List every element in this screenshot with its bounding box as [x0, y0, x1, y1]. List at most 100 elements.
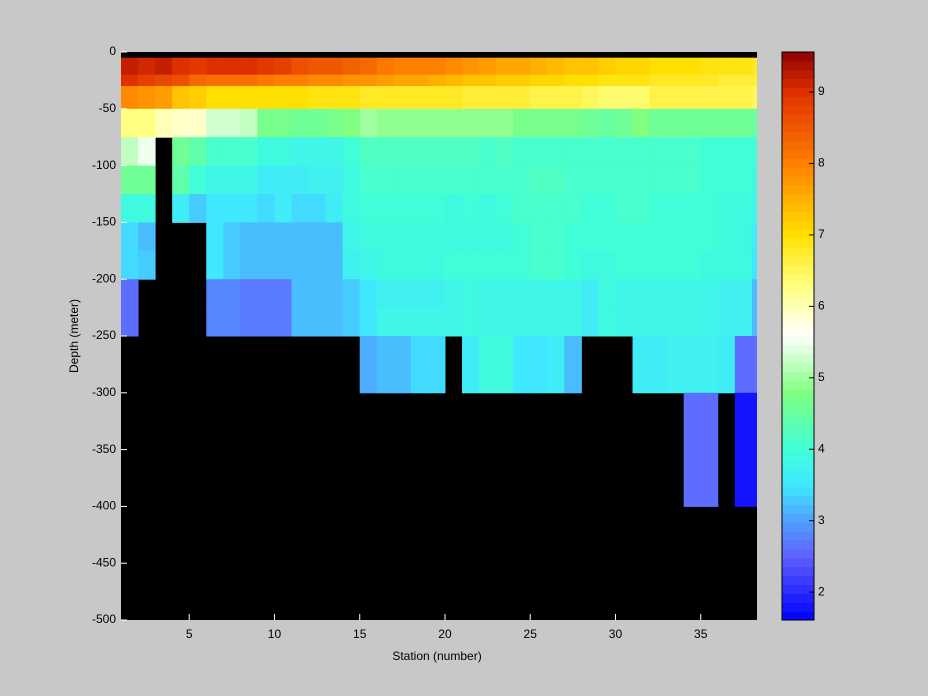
cell — [717, 86, 736, 110]
cell — [615, 137, 634, 167]
cell — [683, 336, 702, 394]
cell — [751, 250, 757, 280]
cell — [598, 108, 616, 138]
cell — [615, 194, 634, 223]
x-tick-label: 30 — [609, 627, 623, 641]
cell — [291, 279, 310, 309]
cell — [666, 86, 685, 110]
colorbar-step — [782, 407, 814, 417]
colorbar-step — [782, 211, 814, 222]
cell — [717, 307, 736, 337]
cell — [325, 307, 344, 337]
cell — [376, 279, 395, 309]
cell — [615, 307, 634, 337]
cell — [393, 165, 412, 195]
cell — [547, 279, 565, 309]
cell — [376, 108, 395, 138]
cell — [359, 222, 378, 252]
cell — [121, 137, 139, 167]
cell — [291, 74, 310, 87]
cell — [189, 86, 207, 110]
cell — [410, 222, 429, 252]
cell — [138, 250, 156, 280]
cell — [717, 108, 736, 138]
colorbar-frame — [781, 51, 815, 621]
cell — [700, 392, 719, 507]
cell — [223, 307, 241, 337]
cell — [291, 57, 310, 76]
cell — [513, 108, 531, 138]
cell — [291, 307, 310, 337]
cell — [240, 137, 258, 167]
cell — [530, 222, 548, 252]
cell — [223, 137, 241, 167]
cell — [427, 222, 446, 252]
y-tick-label: -350 — [92, 442, 116, 456]
y-tick-label: 0 — [109, 44, 116, 58]
cell — [274, 165, 293, 195]
colorbar-tick-label: 8 — [818, 156, 825, 170]
cell — [308, 57, 327, 76]
cell — [393, 57, 412, 76]
cell — [427, 194, 446, 223]
cell — [325, 108, 344, 138]
cell — [632, 307, 651, 337]
cell — [581, 165, 599, 195]
colorbar-tick-label: 9 — [818, 84, 825, 98]
cell — [615, 222, 634, 252]
cell — [462, 222, 480, 252]
colorbar-step — [782, 584, 814, 594]
cell — [206, 222, 224, 252]
cell — [155, 86, 173, 110]
cell — [359, 165, 378, 195]
cell — [632, 222, 651, 252]
cell — [479, 165, 497, 195]
cell — [632, 250, 651, 280]
cell — [496, 74, 514, 87]
cell — [223, 250, 241, 280]
cell — [427, 86, 446, 110]
cell — [427, 250, 446, 280]
cell — [649, 108, 668, 138]
colorbar-step — [782, 52, 814, 62]
cell — [223, 74, 241, 87]
cell — [410, 250, 429, 280]
cell — [649, 279, 668, 309]
cell — [751, 222, 757, 252]
cell — [598, 57, 616, 76]
cell — [530, 86, 548, 110]
cell — [615, 74, 634, 87]
cell — [121, 250, 139, 280]
cell — [496, 165, 514, 195]
cell — [359, 194, 378, 223]
y-tick-label: -100 — [92, 158, 116, 172]
cell — [342, 165, 361, 195]
cell — [734, 392, 753, 507]
cell — [138, 57, 156, 76]
cell — [751, 74, 757, 87]
colorbar-step — [782, 522, 814, 532]
colorbar-step — [782, 176, 814, 186]
cell — [325, 222, 344, 252]
cell — [683, 137, 702, 167]
cell — [427, 137, 446, 167]
cell — [189, 137, 207, 167]
cell — [479, 307, 497, 337]
colorbar-step — [782, 185, 814, 195]
cell — [257, 222, 275, 252]
cell — [444, 137, 463, 167]
colorbar-step — [782, 114, 814, 124]
cell — [734, 336, 753, 394]
cell — [530, 194, 548, 223]
cell — [325, 74, 344, 87]
cell — [700, 137, 719, 167]
cell — [121, 74, 139, 87]
cell — [206, 165, 224, 195]
cell — [410, 307, 429, 337]
cell — [649, 194, 668, 223]
colorbar-step — [782, 140, 814, 151]
cell — [274, 279, 293, 309]
cell — [496, 222, 514, 252]
y-tick-label: -150 — [92, 215, 116, 229]
colorbar-step — [782, 247, 814, 257]
